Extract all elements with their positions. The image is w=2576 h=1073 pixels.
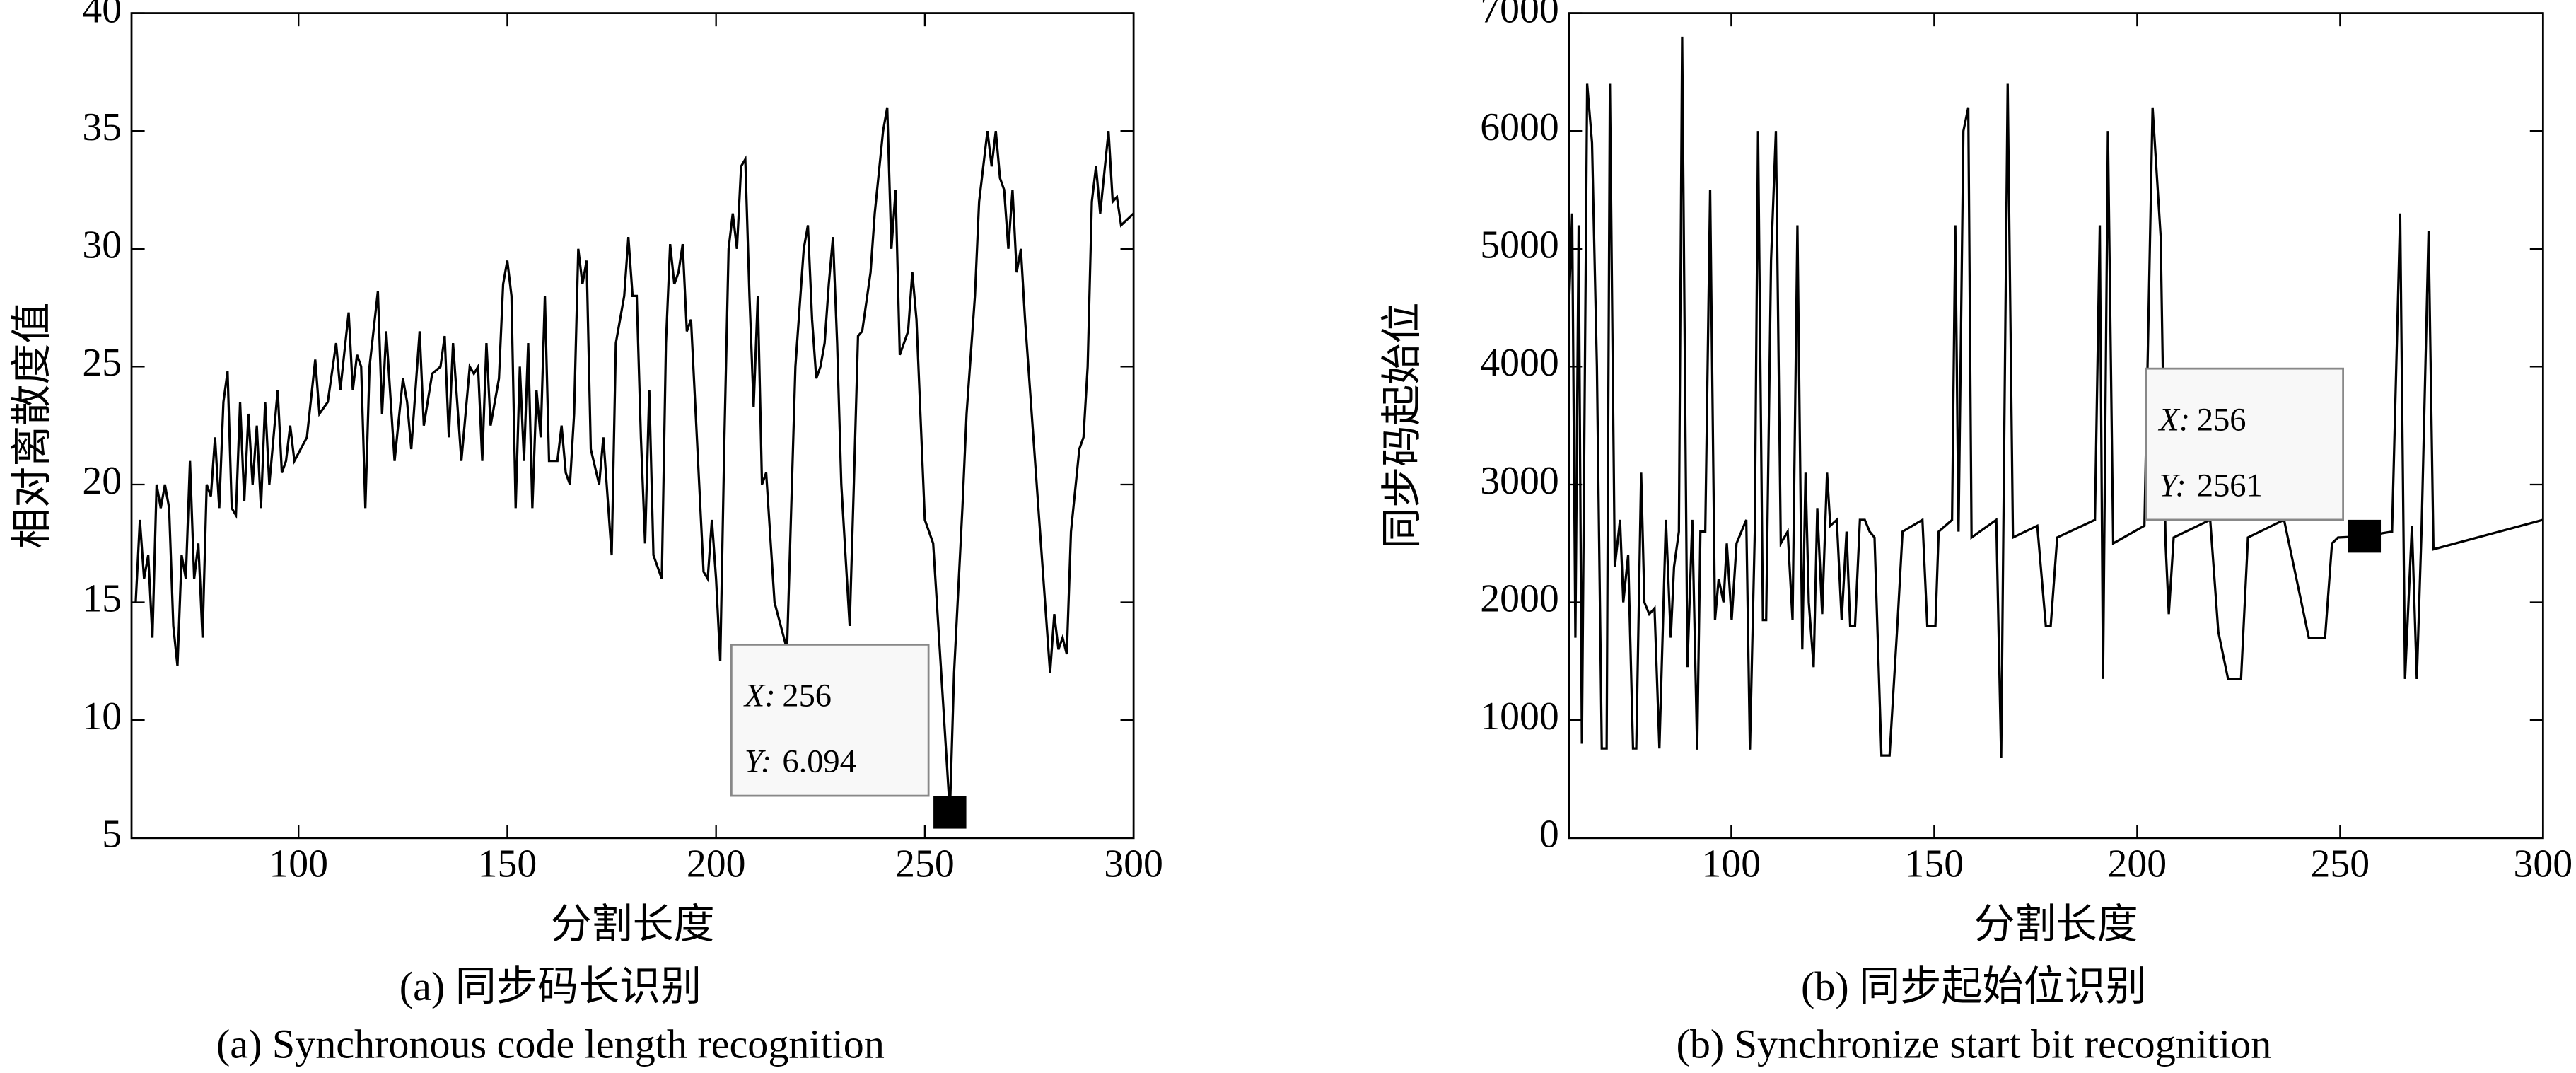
- plot-area: [1568, 12, 2544, 840]
- x-tick-label: 250: [895, 842, 955, 886]
- y-axis-label: 相对离散度值: [9, 302, 55, 548]
- x-tick-label: 250: [2311, 842, 2370, 886]
- caption: (b) 同步起始位识别: [1801, 963, 2147, 1009]
- data-line: [1568, 36, 2543, 758]
- datatip-marker: [933, 796, 967, 829]
- datatip-y-label: Y:: [745, 744, 771, 780]
- y-tick-label: 6000: [1480, 105, 1559, 149]
- subcaption: (b) Synchronize start bit recognition: [1677, 1021, 2272, 1067]
- y-tick-label: 2000: [1480, 576, 1559, 620]
- y-tick-label: 20: [82, 459, 122, 503]
- datatip-x-label: X:: [743, 678, 776, 714]
- x-tick-label: 150: [478, 842, 537, 886]
- y-tick-label: 10: [82, 695, 122, 738]
- caption: (a) 同步码长识别: [400, 963, 701, 1009]
- x-tick-label: 100: [269, 842, 328, 886]
- y-tick-label: 7000: [1480, 0, 1559, 31]
- subcaption: (a) Synchronous code length recognition: [216, 1021, 885, 1067]
- x-tick-label: 100: [1702, 842, 1761, 886]
- datatip-y-value: 2561: [2197, 468, 2263, 504]
- y-tick-label: 3000: [1480, 459, 1559, 503]
- plot-area: [130, 12, 1135, 840]
- datatip-box: [730, 643, 930, 797]
- data-line: [134, 107, 1135, 813]
- datatip-y-label: Y:: [2159, 468, 2186, 504]
- x-axis-label: 分割长度: [550, 901, 714, 947]
- x-tick-label: 300: [1104, 842, 1163, 886]
- y-tick-label: 15: [82, 576, 122, 620]
- y-tick-label: 35: [82, 105, 122, 149]
- x-tick-label: 300: [2514, 842, 2573, 886]
- y-tick-label: 5: [102, 813, 122, 857]
- y-tick-label: 0: [1539, 813, 1559, 857]
- x-tick-label: 150: [1905, 842, 1964, 886]
- y-tick-label: 4000: [1480, 341, 1559, 385]
- datatip-x-value: 256: [2197, 402, 2246, 438]
- x-tick-label: 200: [2108, 842, 2167, 886]
- datatip-box: [2145, 367, 2344, 521]
- y-tick-label: 40: [82, 0, 122, 31]
- datatip-x-label: X:: [2157, 402, 2190, 438]
- x-axis-label: 分割长度: [1974, 901, 2138, 947]
- y-tick-label: 1000: [1480, 695, 1559, 738]
- y-tick-label: 5000: [1480, 224, 1559, 267]
- datatip-y-value: 6.094: [782, 744, 856, 780]
- y-tick-label: 30: [82, 224, 122, 267]
- datatip-x-value: 256: [782, 678, 832, 714]
- datatip-marker: [2348, 519, 2382, 553]
- y-tick-label: 25: [82, 341, 122, 385]
- y-axis-label: 同步码起始位: [1379, 302, 1425, 548]
- x-tick-label: 200: [687, 842, 746, 886]
